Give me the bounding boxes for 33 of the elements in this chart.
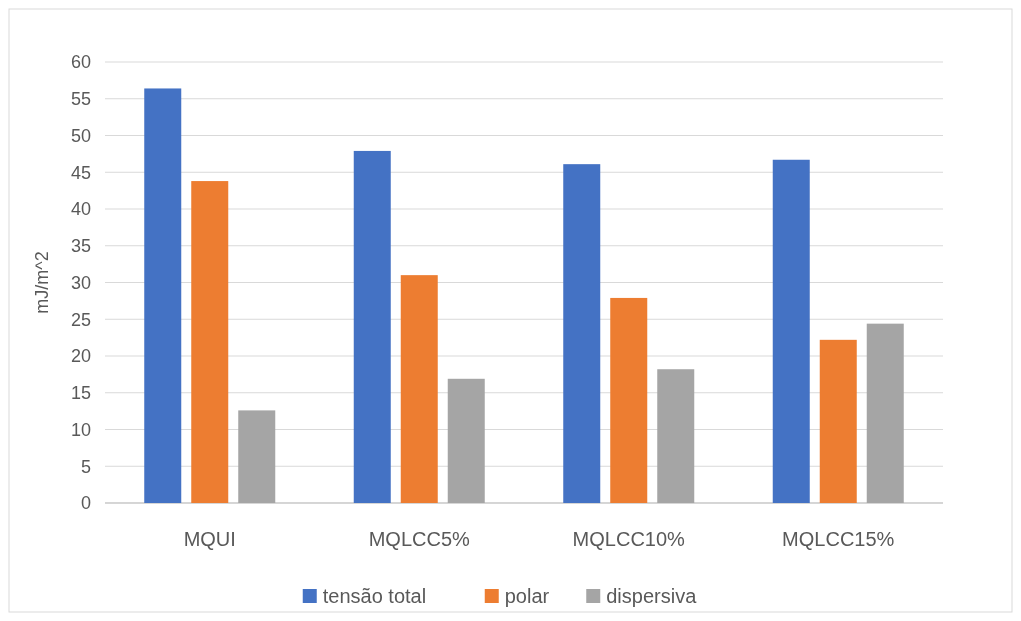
y-axis-title: mJ/m^2 bbox=[32, 251, 52, 314]
x-tick-label: MQLCC5% bbox=[368, 528, 471, 550]
bar bbox=[447, 378, 485, 503]
y-tick-label: 45 bbox=[70, 162, 91, 183]
bar bbox=[563, 164, 601, 503]
bar bbox=[866, 323, 904, 503]
bar bbox=[772, 159, 810, 503]
bar bbox=[144, 88, 182, 503]
bar bbox=[191, 181, 229, 503]
bar bbox=[400, 275, 438, 503]
y-tick-label: 20 bbox=[70, 346, 91, 367]
y-tick-label: 55 bbox=[70, 89, 91, 110]
y-tick-label: 15 bbox=[70, 383, 91, 404]
bar bbox=[657, 369, 695, 503]
y-tick-label: 30 bbox=[70, 272, 91, 293]
legend-label: polar bbox=[504, 585, 550, 607]
legend-label: tensão total bbox=[322, 585, 427, 607]
x-tick-label: MQLCC10% bbox=[572, 528, 686, 550]
x-tick-label: MQUI bbox=[183, 528, 236, 550]
y-tick-label: 5 bbox=[80, 456, 91, 477]
bar bbox=[353, 150, 391, 503]
x-tick-label: MQLCC15% bbox=[782, 528, 895, 550]
y-tick-label: 10 bbox=[70, 419, 91, 440]
y-tick-label: 0 bbox=[80, 493, 91, 514]
y-tick-label: 60 bbox=[70, 52, 91, 73]
y-tick-label: 40 bbox=[70, 199, 91, 220]
y-tick-label: 35 bbox=[70, 236, 91, 257]
y-tick-label: 50 bbox=[70, 125, 91, 146]
legend-label: dispersiva bbox=[606, 585, 698, 607]
bar bbox=[819, 339, 857, 503]
bar bbox=[238, 410, 276, 503]
y-tick-label: 25 bbox=[70, 309, 91, 330]
bar bbox=[610, 297, 648, 503]
